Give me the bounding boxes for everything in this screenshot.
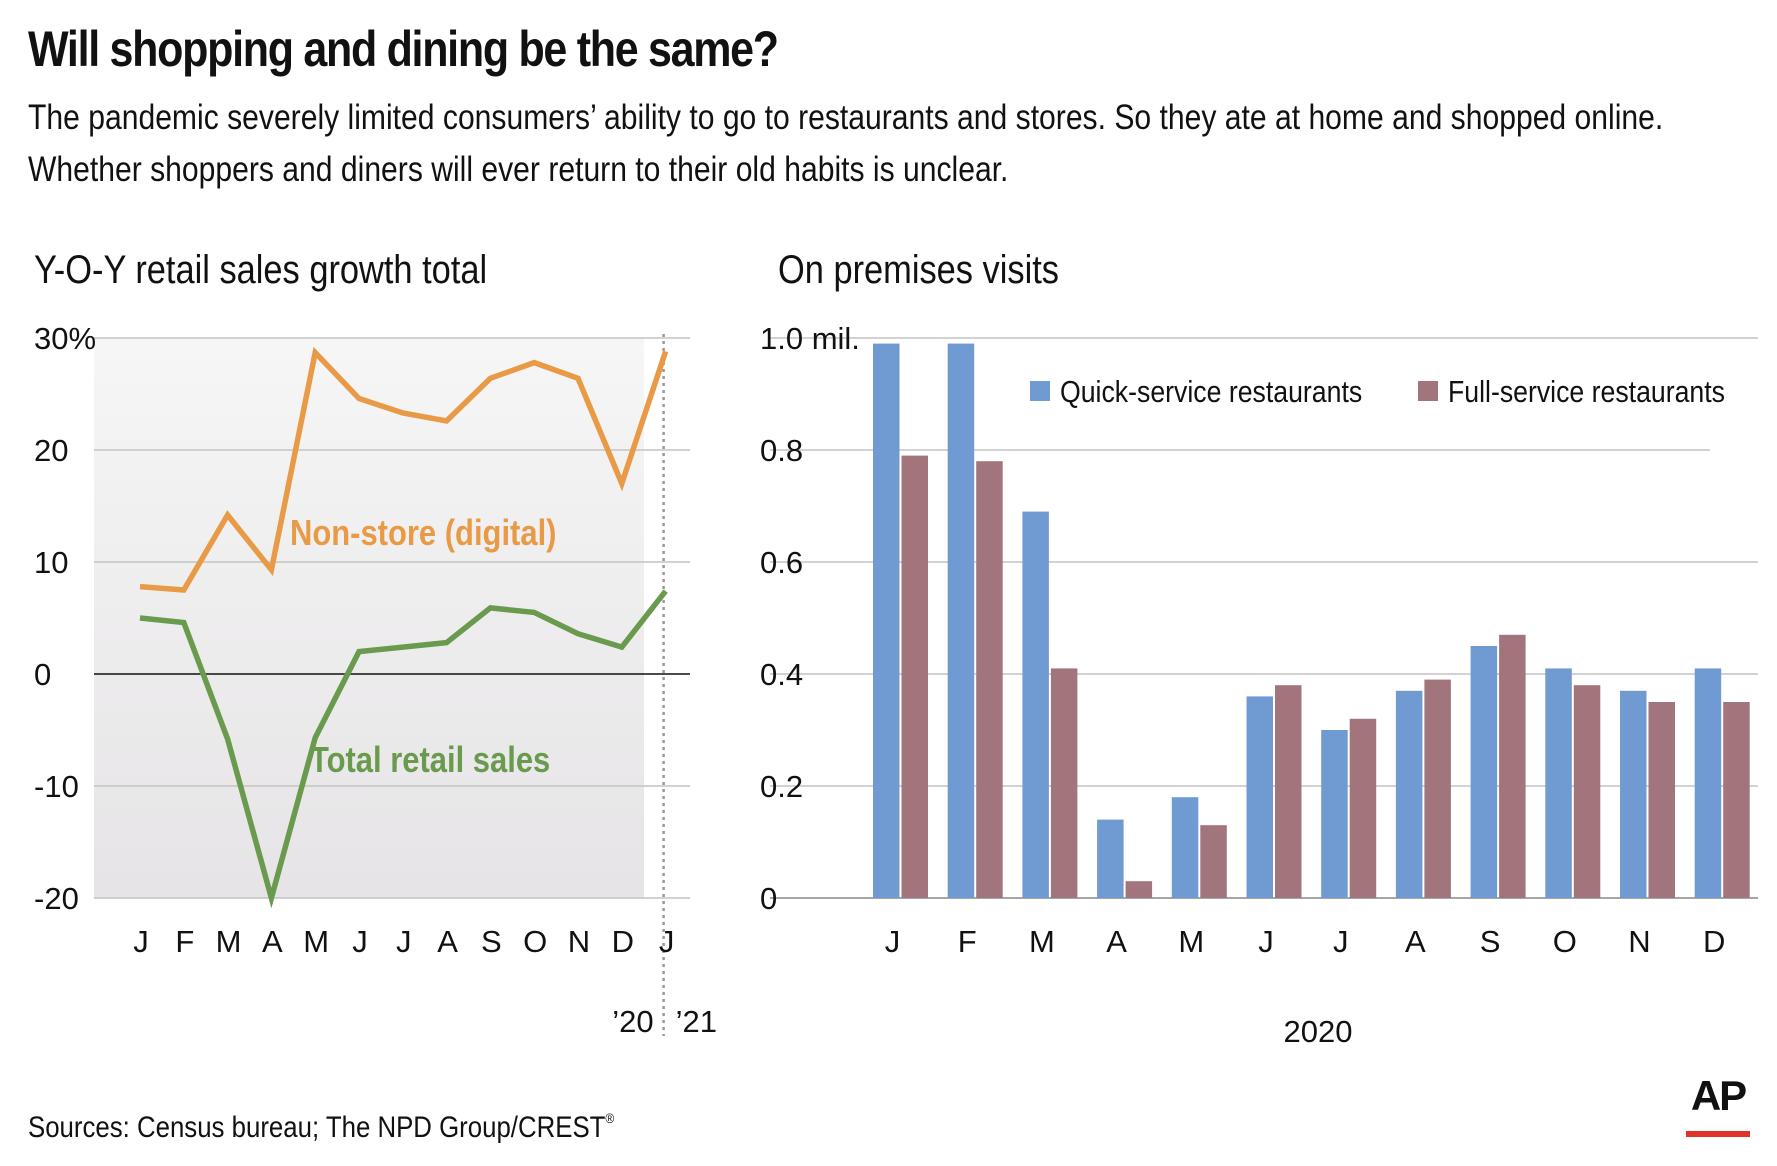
x-tick-label: F <box>175 924 194 959</box>
x-tick-label: J <box>1258 924 1274 959</box>
x-tick-label: D <box>612 924 634 959</box>
series-label: Non-store (digital) <box>290 514 556 554</box>
y-tick-label: 0 <box>34 657 51 692</box>
bar-quick-service <box>1097 819 1124 898</box>
x-tick-label: J <box>396 924 412 959</box>
bar-chart-title: On premises visits <box>778 248 1060 292</box>
y-tick-label: 1.0 mil. <box>760 321 860 356</box>
x-tick-label: O <box>1553 924 1577 959</box>
year-label-2021: ’21 <box>676 1004 717 1039</box>
x-tick-label: M <box>303 924 329 959</box>
bar-quick-service <box>1395 690 1423 898</box>
x-tick-label: J <box>659 924 675 959</box>
ap-logo-underline <box>1686 1131 1750 1137</box>
source-note: Sources: Census bureau; The NPD Group/CR… <box>28 1110 614 1145</box>
bar-quick-service <box>873 343 900 899</box>
y-tick-label: 20 <box>34 433 68 468</box>
x-tick-label: J <box>352 924 368 959</box>
bar-full-service <box>901 455 928 898</box>
x-tick-label: S <box>1480 924 1501 959</box>
x-tick-label: J <box>885 924 901 959</box>
bar-quick-service <box>1022 511 1049 898</box>
bar-full-service <box>1349 718 1377 898</box>
subheadline-line-2: Whether shoppers and diners will ever re… <box>28 150 1009 189</box>
bar-full-service <box>1125 881 1153 898</box>
y-tick-label: -20 <box>34 881 79 916</box>
y-tick-label: 0.8 <box>760 433 803 468</box>
x-tick-label: A <box>1405 924 1426 959</box>
x-tick-label: M <box>1029 924 1055 959</box>
bar-quick-service <box>1470 646 1498 898</box>
x-tick-label: A <box>1106 924 1127 959</box>
legend-label: Full-service restaurants <box>1448 375 1725 409</box>
bar-quick-service <box>1620 690 1647 898</box>
bar-full-service <box>1050 668 1078 898</box>
subheadline-line-1: The pandemic severely limited consumers’… <box>28 98 1664 137</box>
x-tick-label: N <box>1628 924 1650 959</box>
bar-chart: 1.0 mil. 0.8 0.6 0.4 0.2 0 J F M A M J J A S O N D 2020 Qui… <box>760 321 1758 1049</box>
x-tick-label: D <box>1703 924 1725 959</box>
bar-quick-service <box>1321 730 1348 898</box>
y-tick-label: 0.6 <box>760 545 803 580</box>
y-tick-label: 30% <box>34 321 96 356</box>
y-tick-label: -10 <box>34 769 79 804</box>
bar-quick-service <box>1171 797 1199 898</box>
subheadline: The pandemic severely limited consumers’… <box>28 92 1663 196</box>
x-tick-label: M <box>1178 924 1204 959</box>
bar-quick-service <box>1694 668 1722 898</box>
registered-mark: ® <box>605 1110 615 1126</box>
x-tick-label: J <box>1333 924 1349 959</box>
x-tick-label: A <box>262 924 283 959</box>
x-tick-label: A <box>437 924 458 959</box>
x-axis-label: 2020 <box>1284 1014 1353 1049</box>
series-label: Total retail sales <box>310 741 550 781</box>
y-tick-label: 10 <box>34 545 68 580</box>
x-tick-label: S <box>481 924 502 959</box>
legend-label: Quick-service restaurants <box>1060 375 1362 409</box>
line-chart-title: Y-O-Y retail sales growth total <box>34 248 488 292</box>
headline: Will shopping and dining be the same? <box>28 21 779 77</box>
x-tick-label: N <box>568 924 590 959</box>
x-tick-label: J <box>133 924 149 959</box>
y-tick-label: 0.4 <box>760 657 803 692</box>
bar-quick-service <box>1246 696 1273 898</box>
year-label-2020: ’20 <box>612 1004 653 1039</box>
bar-full-service <box>976 461 1003 898</box>
bar-full-service <box>1424 679 1451 898</box>
x-tick-label: O <box>523 924 547 959</box>
source-text: Sources: Census bureau; The NPD Group/CR… <box>28 1111 606 1144</box>
bar-full-service <box>1723 702 1750 898</box>
y-tick-label: 0 <box>760 881 777 916</box>
x-tick-label: F <box>958 924 977 959</box>
legend-swatch <box>1030 381 1050 401</box>
bar-full-service <box>1499 634 1526 898</box>
ap-logo: AP <box>1690 1072 1747 1119</box>
bar-full-service <box>1200 825 1227 898</box>
legend-swatch <box>1418 381 1438 401</box>
x-tick-label: M <box>216 924 242 959</box>
bar-full-service <box>1275 685 1302 898</box>
bar-full-service <box>1648 702 1675 898</box>
bar-full-service <box>1573 685 1601 898</box>
y-tick-label: 0.2 <box>760 769 803 804</box>
bar-quick-service <box>1545 668 1572 898</box>
bar-quick-service <box>947 343 975 899</box>
line-chart-background <box>94 338 644 898</box>
